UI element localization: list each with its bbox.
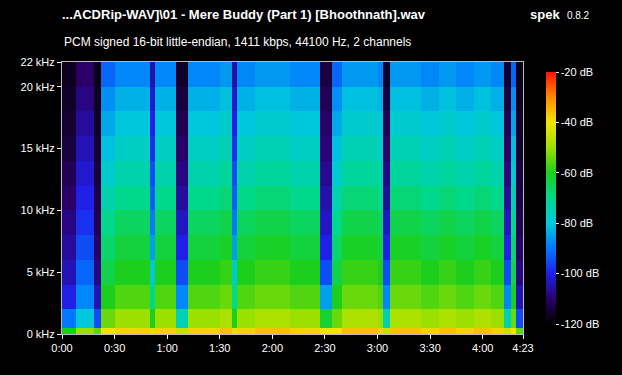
svg-text:5 kHz: 5 kHz bbox=[27, 266, 55, 278]
svg-text:spek 0.8.2: spek 0.8.2 bbox=[530, 7, 590, 22]
svg-text:-40 dB: -40 dB bbox=[561, 116, 593, 128]
svg-text:15 kHz: 15 kHz bbox=[21, 142, 55, 154]
svg-text:0:30: 0:30 bbox=[104, 342, 125, 354]
svg-text:0:00: 0:00 bbox=[51, 342, 72, 354]
svg-text:-60 dB: -60 dB bbox=[561, 167, 593, 179]
svg-text:2:30: 2:30 bbox=[314, 342, 335, 354]
svg-text:10 kHz: 10 kHz bbox=[21, 204, 55, 216]
svg-text:20 kHz: 20 kHz bbox=[21, 81, 55, 93]
svg-text:22 kHz: 22 kHz bbox=[21, 56, 55, 68]
svg-text:0 kHz: 0 kHz bbox=[27, 328, 55, 340]
svg-text:-80 dB: -80 dB bbox=[561, 217, 593, 229]
svg-text:2:00: 2:00 bbox=[262, 342, 283, 354]
svg-text:-100 dB: -100 dB bbox=[561, 267, 600, 279]
svg-text:-20 dB: -20 dB bbox=[561, 66, 593, 78]
svg-text:3:30: 3:30 bbox=[419, 342, 440, 354]
svg-text:3:00: 3:00 bbox=[367, 342, 388, 354]
svg-text:-120 dB: -120 dB bbox=[561, 318, 600, 330]
svg-text:PCM signed 16-bit little-endia: PCM signed 16-bit little-endian, 1411 kb… bbox=[64, 35, 411, 49]
svg-text:4:23: 4:23 bbox=[512, 342, 533, 354]
svg-text:4:00: 4:00 bbox=[472, 342, 493, 354]
svg-text:1:30: 1:30 bbox=[209, 342, 230, 354]
svg-text:...ACDRip-WAV]\01 - Mere Buddy: ...ACDRip-WAV]\01 - Mere Buddy (Part 1) … bbox=[62, 7, 426, 22]
svg-text:1:00: 1:00 bbox=[156, 342, 177, 354]
